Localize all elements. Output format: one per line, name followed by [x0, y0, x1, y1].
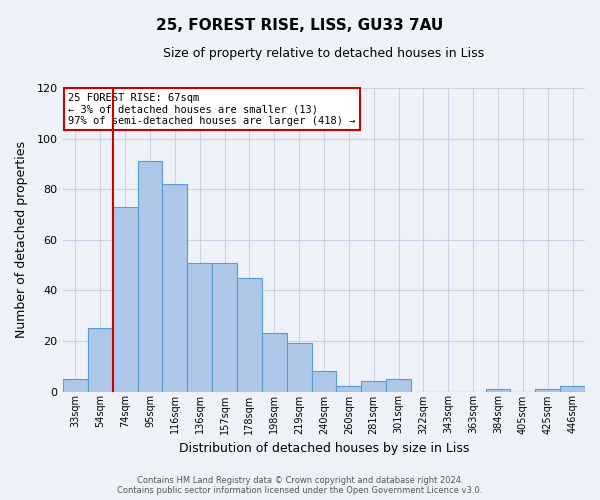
Bar: [311, 372, 337, 392]
Text: 25 FOREST RISE: 67sqm
← 3% of detached houses are smaller (13)
97% of semi-detac: 25 FOREST RISE: 67sqm ← 3% of detached h…: [68, 92, 356, 126]
Text: Contains HM Land Registry data © Crown copyright and database right 2024.
Contai: Contains HM Land Registry data © Crown c…: [118, 476, 482, 495]
Bar: [237, 278, 262, 392]
Bar: [137, 162, 163, 392]
Bar: [262, 334, 287, 392]
Y-axis label: Number of detached properties: Number of detached properties: [15, 142, 28, 338]
Bar: [485, 389, 511, 392]
Bar: [163, 184, 187, 392]
Bar: [113, 207, 137, 392]
Bar: [63, 379, 88, 392]
Bar: [287, 344, 311, 392]
Text: 25, FOREST RISE, LISS, GU33 7AU: 25, FOREST RISE, LISS, GU33 7AU: [157, 18, 443, 32]
Bar: [361, 382, 386, 392]
Bar: [386, 379, 411, 392]
Bar: [337, 386, 361, 392]
Bar: [212, 262, 237, 392]
Bar: [535, 389, 560, 392]
Bar: [560, 386, 585, 392]
Bar: [187, 262, 212, 392]
Bar: [88, 328, 113, 392]
Title: Size of property relative to detached houses in Liss: Size of property relative to detached ho…: [163, 48, 485, 60]
X-axis label: Distribution of detached houses by size in Liss: Distribution of detached houses by size …: [179, 442, 469, 455]
